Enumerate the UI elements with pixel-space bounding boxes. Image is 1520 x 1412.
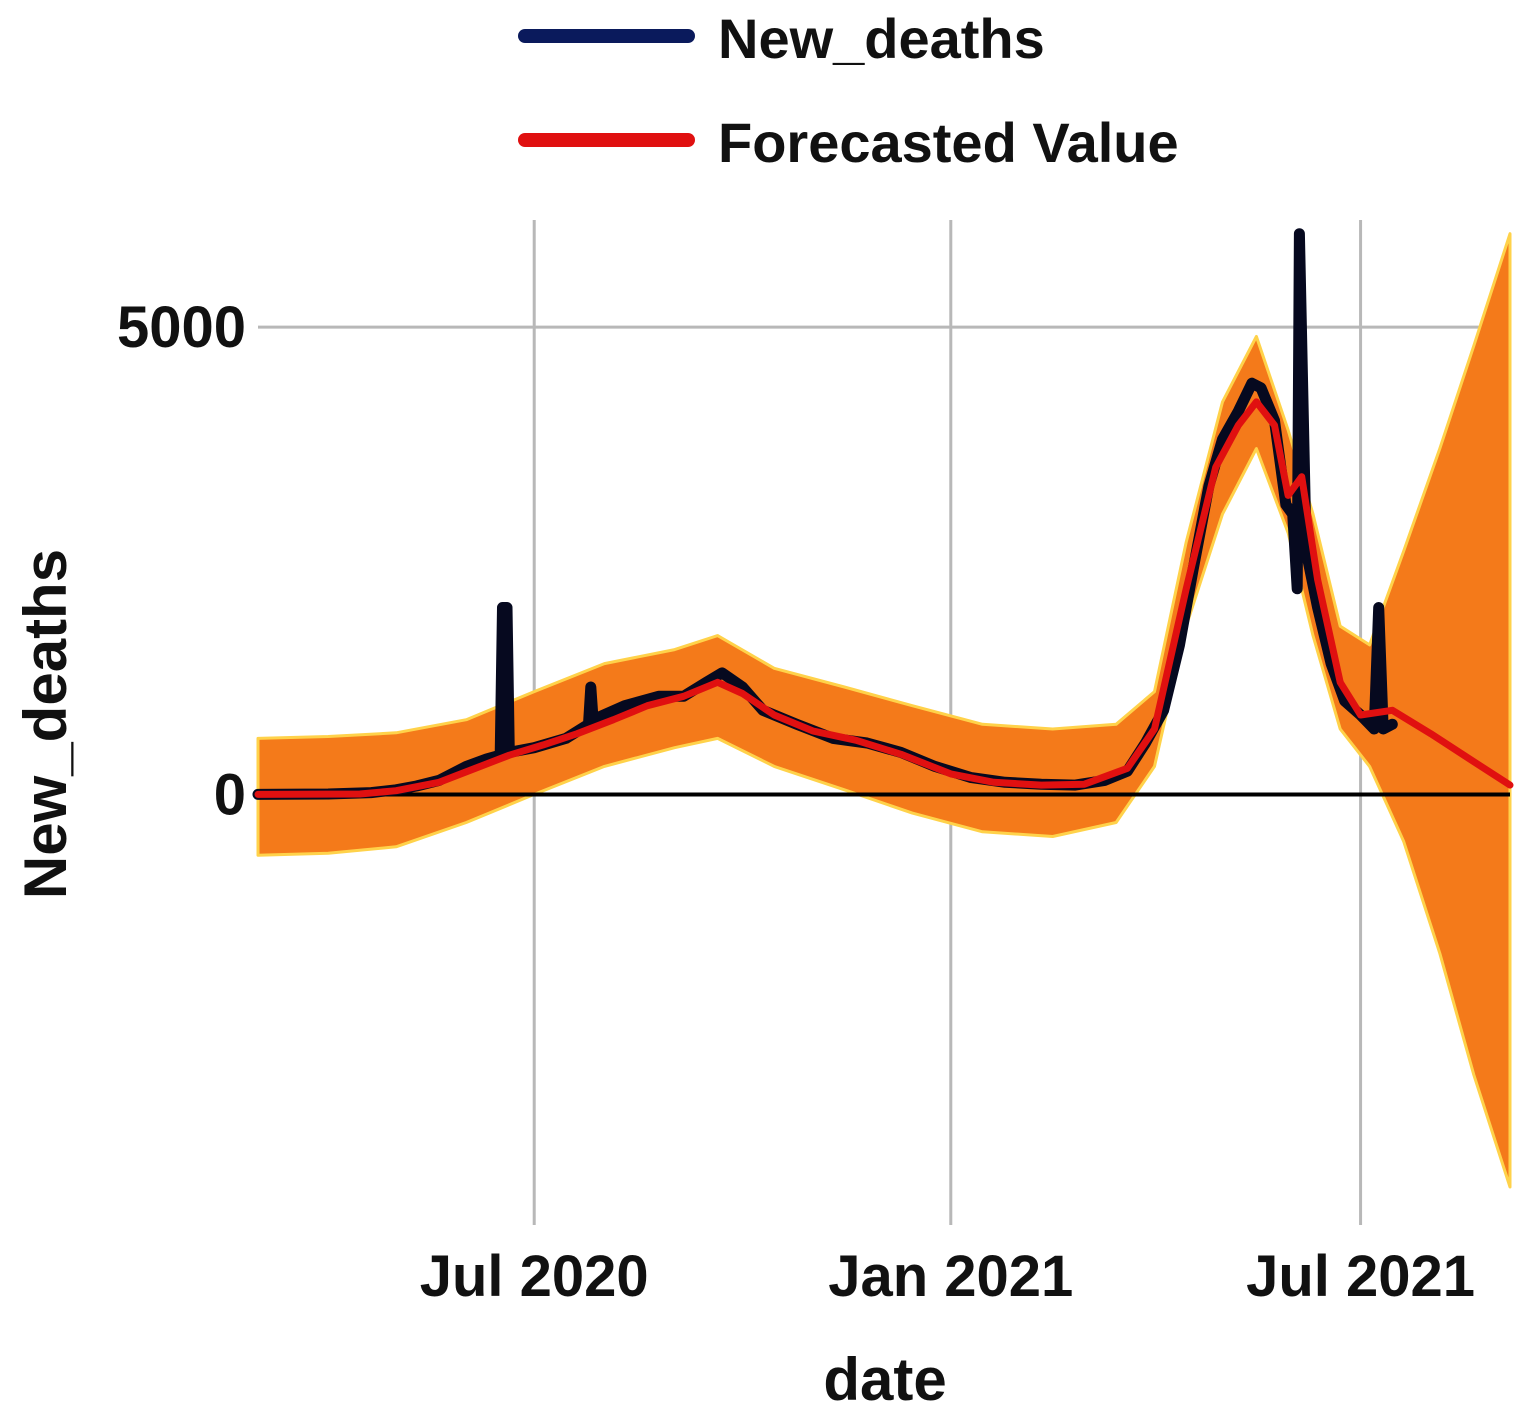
x-tick-label-2: Jul 2021: [1246, 1244, 1475, 1309]
band-layer: [256, 232, 1512, 1189]
x-tick-labels: Jul 2020 Jan 2021 Jul 2021: [420, 1244, 1475, 1309]
x-tick-label-1: Jan 2021: [828, 1244, 1073, 1309]
forecast-layer: [254, 398, 1514, 798]
legend-label-new-deaths: New_deaths: [718, 7, 1045, 70]
y-tick-label-0: 0: [214, 762, 246, 827]
forecast-confidence-band: [256, 232, 1512, 1189]
y-axis-title: New_deaths: [12, 549, 79, 899]
legend-label-forecasted-value: Forecasted Value: [718, 111, 1179, 174]
x-tick-label-0: Jul 2020: [420, 1244, 649, 1309]
series-line-forecasted-value: [254, 398, 1514, 798]
x-axis-title: date: [823, 1346, 946, 1412]
y-tick-label-1: 5000: [117, 295, 246, 360]
legend: New_deaths Forecasted Value: [518, 7, 1179, 174]
y-tick-labels: 0 5000: [117, 295, 246, 827]
